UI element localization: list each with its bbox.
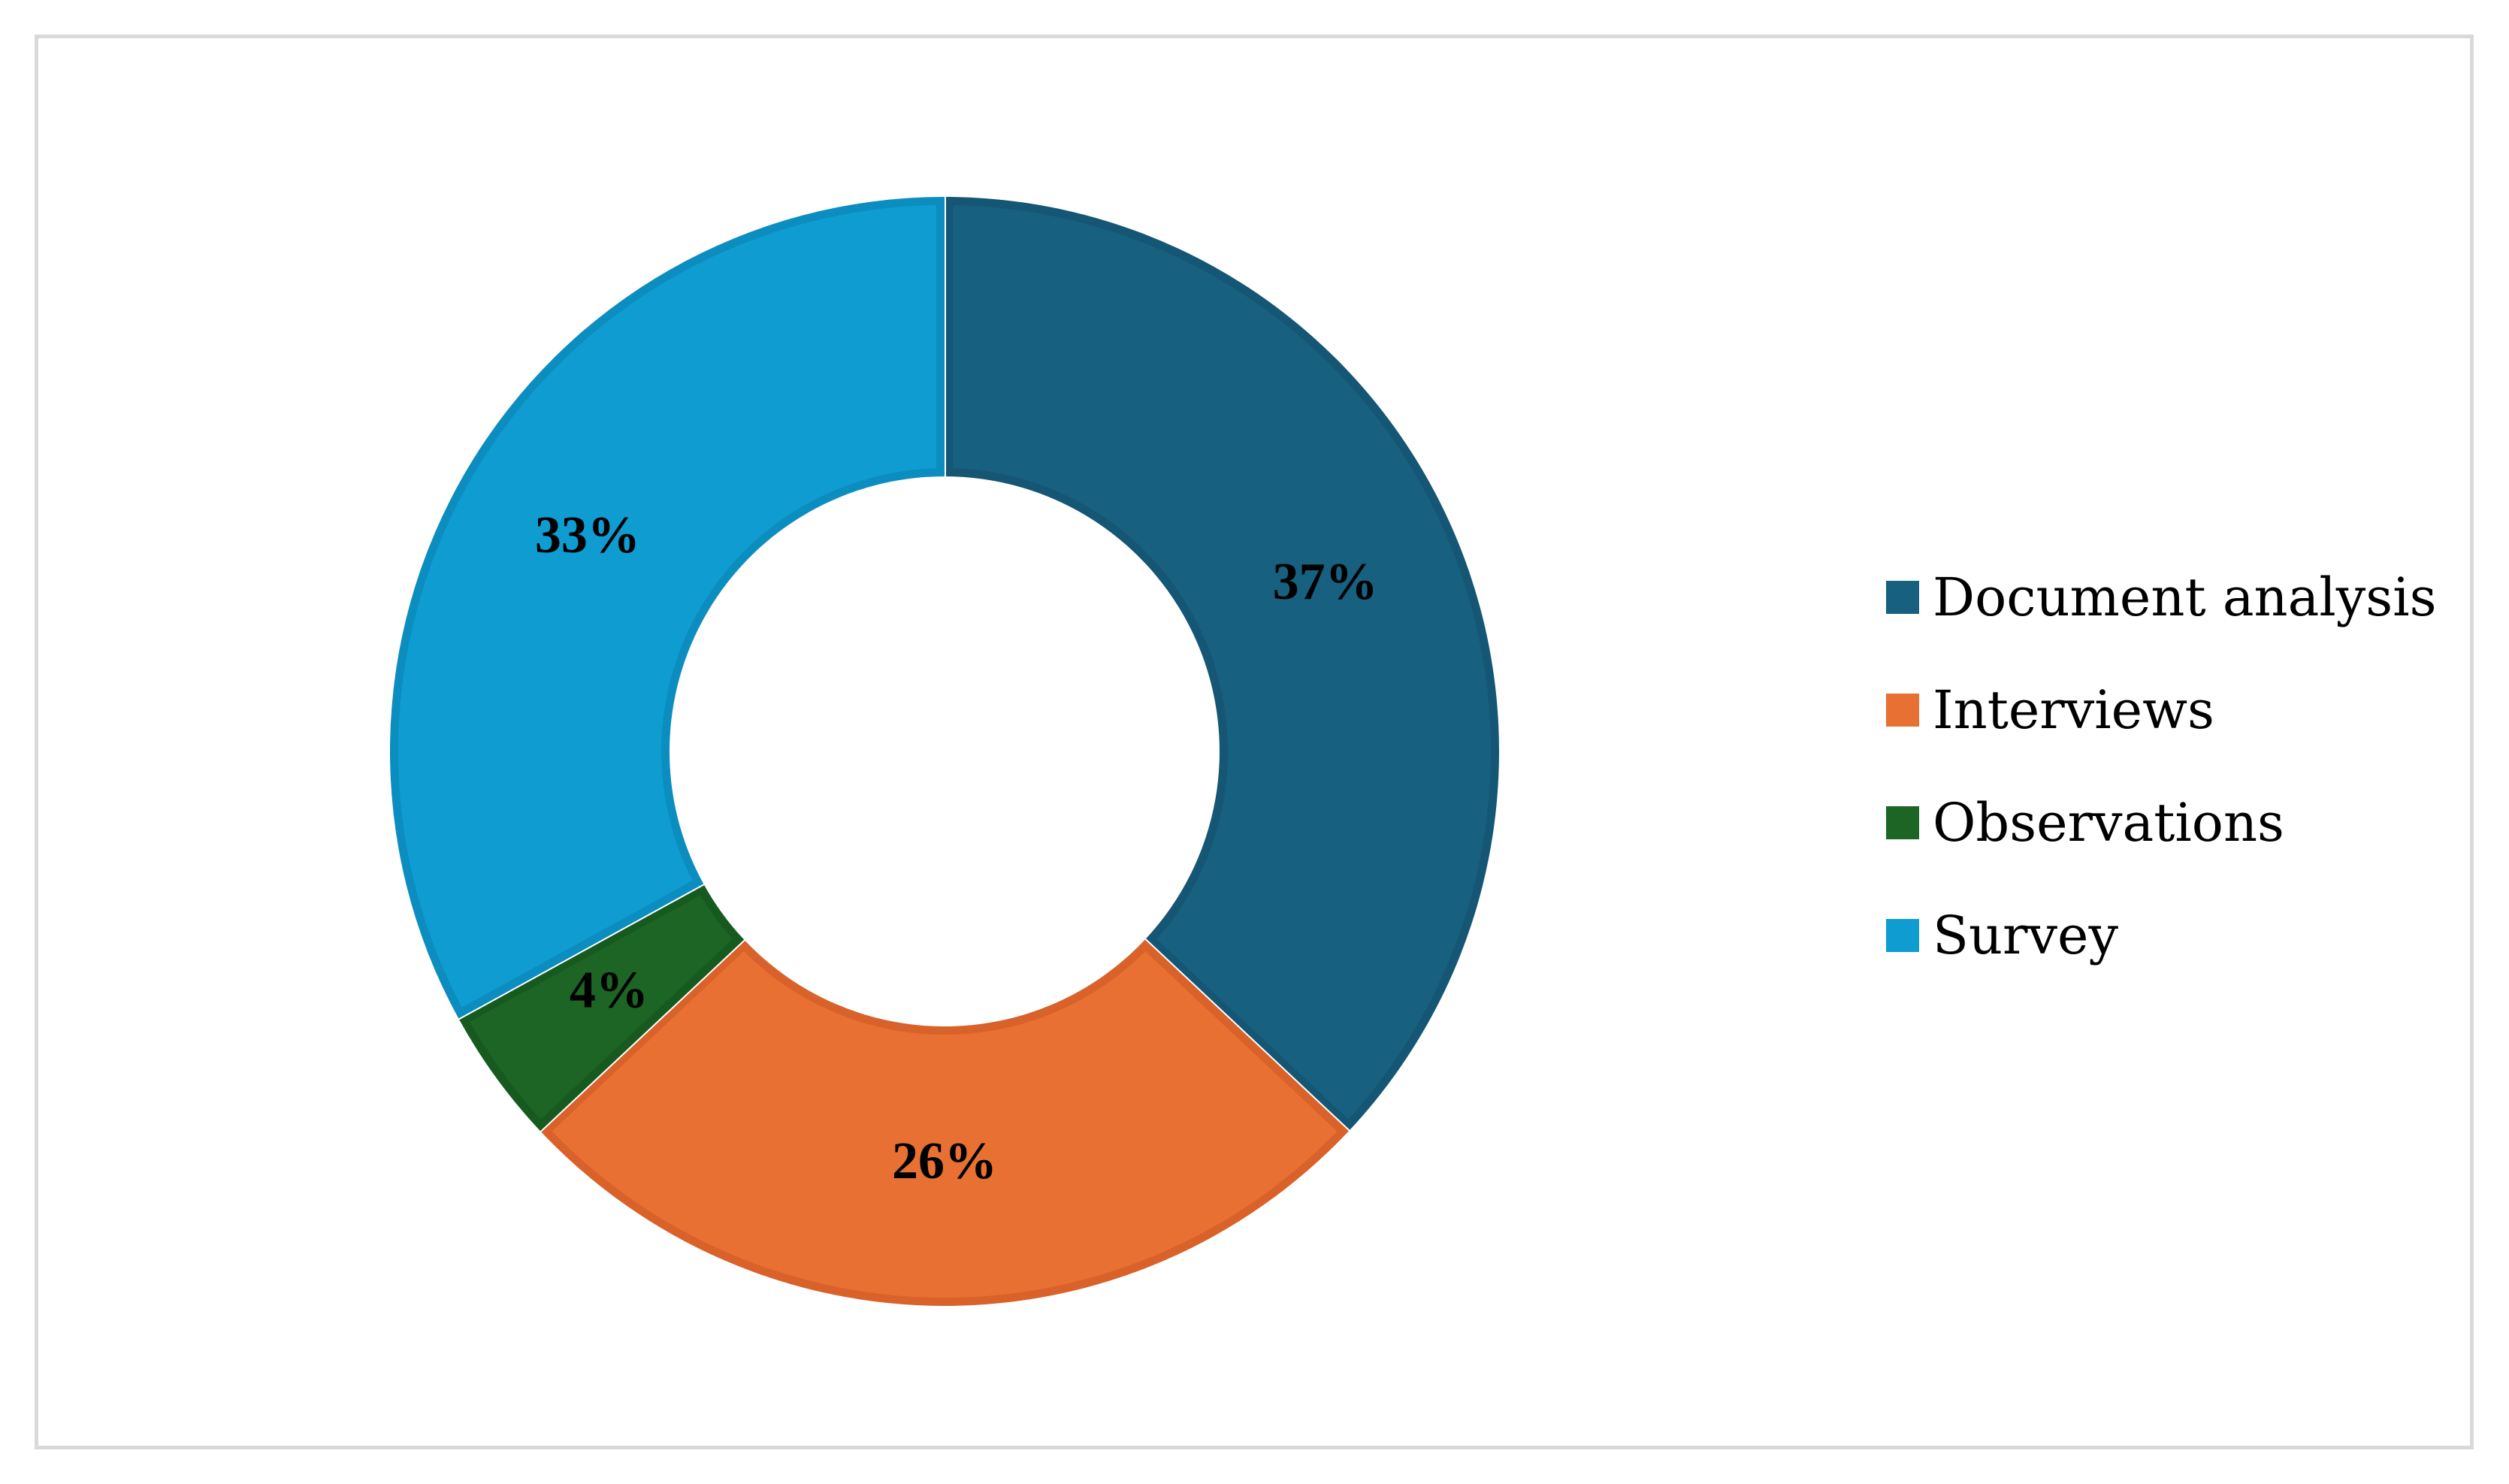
legend: Document analysis Interviews Observation… bbox=[1886, 541, 2437, 992]
legend-item-interviews: Interviews bbox=[1886, 654, 2437, 766]
legend-label-observations: Observations bbox=[1933, 792, 2284, 854]
legend-label-survey: Survey bbox=[1933, 905, 2119, 966]
legend-swatch-survey bbox=[1886, 919, 1919, 952]
legend-swatch-interviews bbox=[1886, 694, 1919, 727]
data-label-observations: 4% bbox=[570, 962, 648, 1020]
donut-slices bbox=[388, 195, 1501, 1308]
slice-document-analysis bbox=[943, 195, 1501, 1134]
legend-swatch-document-analysis bbox=[1886, 581, 1919, 614]
legend-item-observations: Observations bbox=[1886, 766, 2437, 879]
legend-label-document-analysis: Document analysis bbox=[1933, 567, 2437, 628]
donut-data-labels: 37% 26% 4% 33% bbox=[535, 506, 1378, 1190]
legend-label-interviews: Interviews bbox=[1933, 679, 2214, 741]
legend-item-document-analysis: Document analysis bbox=[1886, 541, 2437, 654]
legend-swatch-observations bbox=[1886, 806, 1919, 839]
legend-item-survey: Survey bbox=[1886, 879, 2437, 992]
data-label-interviews: 26% bbox=[892, 1132, 997, 1190]
data-label-document-analysis: 37% bbox=[1273, 553, 1378, 611]
data-label-survey: 33% bbox=[535, 506, 640, 564]
